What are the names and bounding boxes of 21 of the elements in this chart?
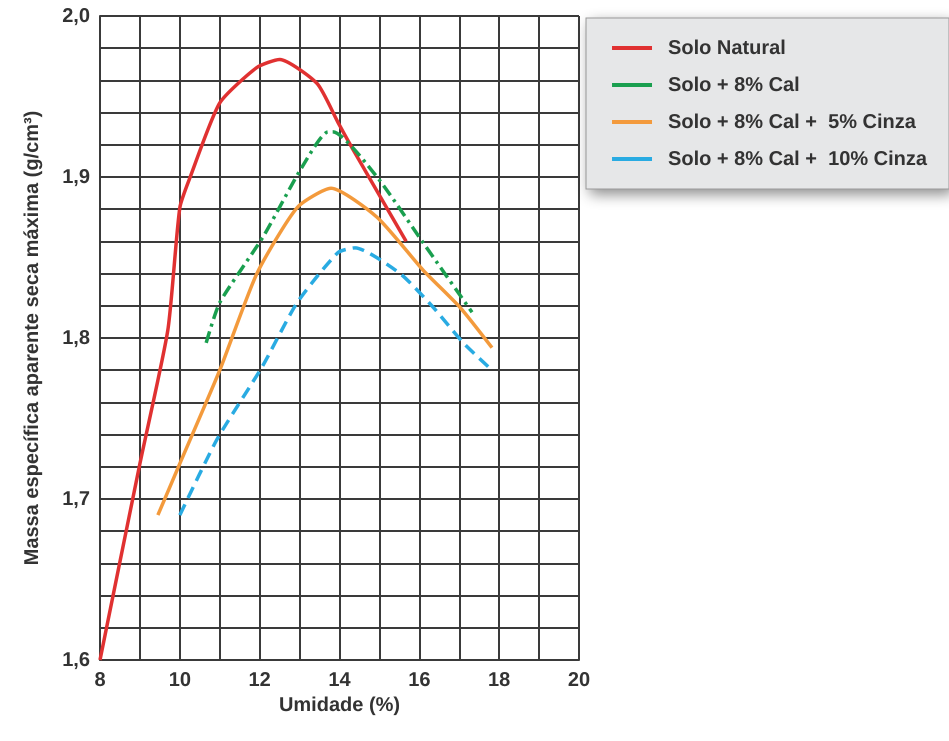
x-tick-label: 10: [168, 669, 191, 691]
line-series: [204, 130, 474, 345]
x-tick-label: 14: [328, 669, 352, 691]
legend-label: Solo Natural: [668, 37, 786, 59]
y-tick-label: 2,0: [62, 5, 90, 27]
x-tick-label: 8: [94, 669, 106, 691]
x-tick-label: 12: [248, 669, 271, 691]
legend-label: Solo + 8% Cal + 5% Cinza: [668, 111, 917, 133]
legend-label: Solo + 8% Cal + 10% Cinza: [668, 148, 928, 170]
y-tick-label: 1,6: [62, 649, 90, 671]
line-series: [156, 186, 494, 517]
legend-label: Solo + 8% Cal: [668, 74, 800, 96]
line-series: [98, 58, 408, 662]
y-axis-title: Massa específica aparente seca máxima (g/cm³): [21, 110, 43, 566]
x-tick-label: 16: [408, 669, 430, 691]
x-tick-label: 20: [568, 669, 590, 691]
y-tick-label: 1,9: [62, 166, 90, 188]
y-tick-label: 1,7: [62, 488, 90, 510]
x-tick-label: 18: [488, 669, 510, 691]
x-axis-title: Umidade (%): [278, 694, 400, 716]
y-tick-label: 1,8: [62, 327, 90, 349]
